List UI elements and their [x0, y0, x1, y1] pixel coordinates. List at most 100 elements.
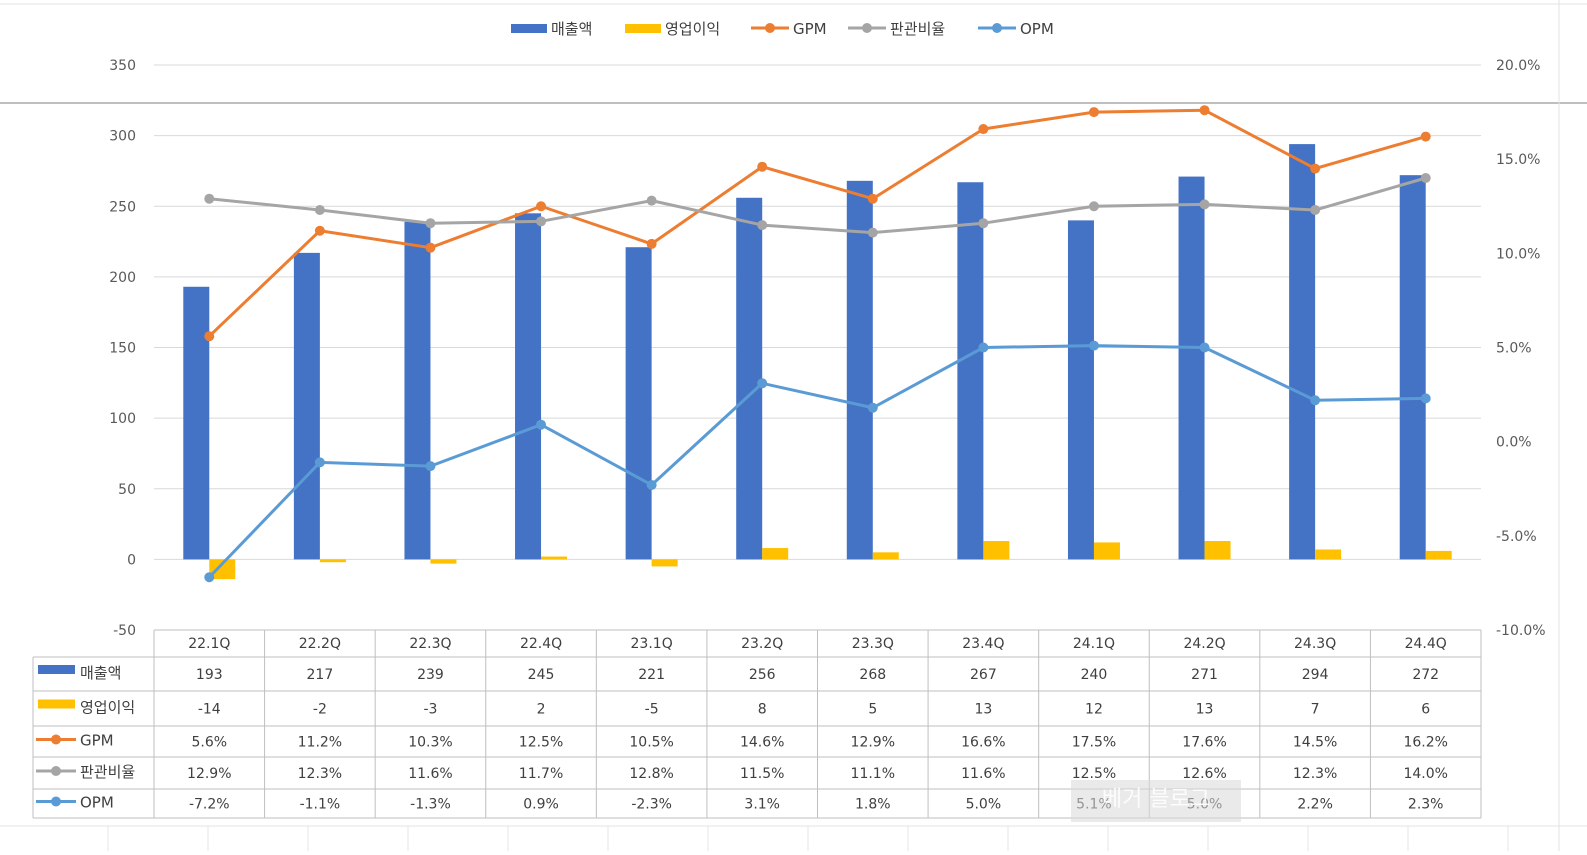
- table-header-cell: 24.2Q: [1183, 636, 1225, 652]
- bar-operating-profit: [209, 559, 236, 580]
- table-cell: 5.0%: [966, 797, 1002, 813]
- series-point-GPM: [978, 124, 989, 135]
- right-axis-tick-label: 20.0%: [1496, 58, 1540, 74]
- table-row-key-marker: [51, 796, 61, 807]
- table-cell: 12.6%: [1182, 766, 1226, 782]
- legend-label: 영업이익: [665, 20, 720, 38]
- left-axis-tick-label: 100: [109, 411, 136, 427]
- table-cell: 14.6%: [740, 735, 784, 751]
- bar-revenue: [404, 221, 431, 560]
- bar-operating-profit: [430, 559, 457, 564]
- series-point-판관비율: [204, 193, 215, 204]
- left-axis-tick-label: 50: [118, 482, 136, 498]
- right-axis-tick-label: -5.0%: [1496, 529, 1537, 545]
- bar-revenue: [293, 252, 320, 560]
- table-cell: 12.3%: [1293, 766, 1337, 782]
- table-header-cell: 24.1Q: [1073, 636, 1115, 652]
- table-row-label: 판관비율: [80, 763, 135, 781]
- table-cell: 221: [638, 667, 665, 683]
- table-cell: 5: [868, 702, 877, 718]
- series-point-판관비율: [536, 216, 547, 227]
- series-point-OPM: [536, 419, 547, 430]
- left-axis-tick-label: 250: [109, 199, 136, 215]
- bar-revenue: [183, 286, 210, 560]
- table-cell: 12.9%: [851, 735, 895, 751]
- table-cell: 12: [1085, 702, 1103, 718]
- series-point-OPM: [646, 479, 657, 490]
- table-cell: 294: [1302, 667, 1329, 683]
- table-cell: 271: [1191, 667, 1218, 683]
- table-cell: 2.3%: [1408, 797, 1444, 813]
- legend-marker: [765, 23, 775, 33]
- table-cell: 11.7%: [519, 766, 563, 782]
- table-cell: 12.5%: [519, 735, 563, 751]
- table-row-key: [38, 699, 75, 709]
- series-point-GPM: [1310, 163, 1321, 174]
- table-cell: -3: [423, 702, 437, 718]
- series-point-OPM: [1420, 393, 1431, 404]
- series-line-OPM: [208, 344, 1426, 579]
- bar-revenue: [625, 247, 652, 560]
- right-axis-tick-label: 10.0%: [1496, 246, 1540, 262]
- series-point-OPM: [757, 378, 768, 389]
- table-cell: 217: [307, 667, 334, 683]
- watermark-box: [1071, 780, 1241, 822]
- table-cell: -2: [313, 702, 327, 718]
- series-point-OPM: [1088, 340, 1099, 351]
- table-header-cell: 23.1Q: [631, 636, 673, 652]
- table-header-cell: 22.3Q: [409, 636, 451, 652]
- table-cell: -14: [198, 702, 221, 718]
- table-cell: 193: [196, 667, 223, 683]
- series-point-GPM: [1088, 107, 1099, 118]
- table-cell: 11.6%: [961, 766, 1005, 782]
- series-point-OPM: [867, 402, 878, 413]
- table-cell: 239: [417, 667, 444, 683]
- series-point-판관비율: [867, 227, 878, 238]
- table-cell: 11.6%: [408, 766, 452, 782]
- table-header-cell: 23.2Q: [741, 636, 783, 652]
- left-axis-tick-label: 0: [127, 552, 136, 568]
- bar-operating-profit: [1315, 549, 1342, 560]
- table-cell: 5.6%: [192, 735, 228, 751]
- table-cell: 12.5%: [1072, 766, 1116, 782]
- bar-revenue: [1399, 175, 1426, 560]
- series-point-OPM: [978, 342, 989, 353]
- table-cell: 12.3%: [298, 766, 342, 782]
- table-cell: 16.6%: [961, 735, 1005, 751]
- table-row-label: OPM: [80, 794, 114, 812]
- table-cell: 11.1%: [851, 766, 895, 782]
- series-line-GPM: [208, 108, 1427, 338]
- legend-swatch: [511, 24, 547, 33]
- bar-operating-profit: [1204, 541, 1231, 560]
- table-row-key-marker: [51, 766, 61, 776]
- table-cell: 3.1%: [744, 797, 780, 813]
- table-cell: 10.3%: [408, 735, 452, 751]
- table-cell: -7.2%: [189, 797, 230, 813]
- right-axis-tick-label: 5.0%: [1496, 341, 1532, 357]
- series-point-OPM: [204, 572, 215, 583]
- series-point-OPM: [425, 461, 436, 472]
- table-cell: 12.8%: [629, 766, 673, 782]
- table-cell: -1.1%: [300, 797, 341, 813]
- table-header-cell: 23.4Q: [962, 636, 1004, 652]
- bar-revenue: [1289, 144, 1316, 560]
- series-point-GPM: [536, 201, 547, 212]
- table-cell: 11.2%: [298, 735, 342, 751]
- table-cell: 245: [528, 667, 555, 683]
- table-header-cell: 23.3Q: [852, 636, 894, 652]
- table-cell: 16.2%: [1403, 735, 1447, 751]
- table-cell: 1.8%: [855, 797, 891, 813]
- table-cell: 272: [1412, 667, 1439, 683]
- table-cell: 14.5%: [1293, 735, 1337, 751]
- bar-operating-profit: [1093, 542, 1120, 560]
- legend-marker: [992, 23, 1002, 33]
- series-point-GPM: [867, 193, 878, 204]
- table-cell: 240: [1081, 667, 1108, 683]
- legend-marker: [862, 23, 872, 33]
- series-point-판관비율: [757, 220, 768, 231]
- series-point-GPM: [204, 331, 215, 342]
- table-cell: -5: [645, 702, 659, 718]
- right-axis-tick-label: -10.0%: [1496, 623, 1546, 639]
